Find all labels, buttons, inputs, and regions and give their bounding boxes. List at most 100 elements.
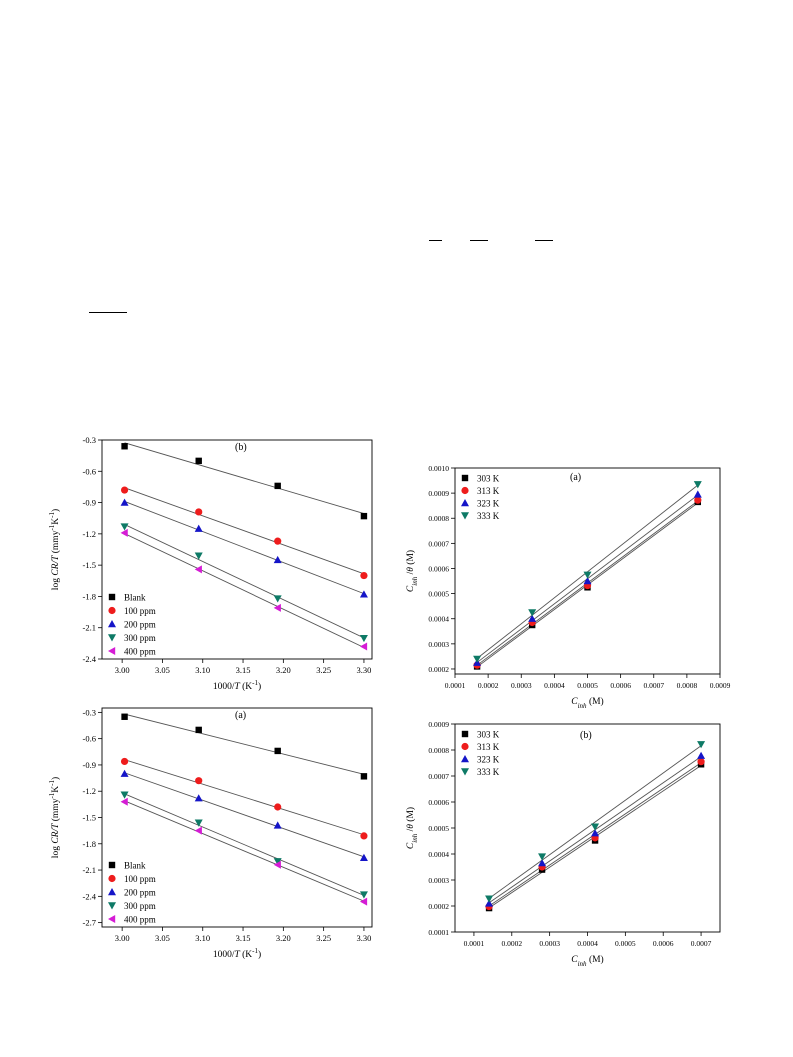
panel-label: (a): [235, 710, 246, 721]
legend-label: 333 K: [477, 511, 500, 521]
data-point: [697, 741, 706, 749]
y-tick-label: 0.0005: [428, 590, 449, 599]
y-tick-label: -1.5: [83, 560, 96, 570]
data-point: [120, 523, 129, 531]
data-point: [360, 773, 368, 780]
legend-marker: [108, 634, 116, 642]
data-point: [120, 797, 128, 806]
data-point: [273, 821, 282, 829]
y-axis-label: Cinh /θ (M): [405, 550, 419, 592]
data-point: [194, 552, 203, 560]
x-tick-label: 3.25: [316, 665, 331, 675]
data-point: [120, 757, 129, 766]
data-point: [583, 571, 592, 579]
data-point: [121, 713, 128, 720]
legend-marker: [108, 888, 116, 896]
legend-marker: [461, 512, 469, 520]
y-tick-label: -1.8: [83, 591, 96, 601]
legend-marker: [461, 742, 469, 751]
y-tick-label: 0.0008: [428, 514, 449, 523]
data-point: [121, 443, 128, 450]
legend-label: 100 ppm: [124, 874, 156, 884]
y-tick-label: 0.0009: [428, 489, 449, 498]
x-tick-label: 0.0007: [691, 939, 712, 948]
x-tick-label: 0.0004: [577, 939, 598, 948]
y-tick-label: 0.0002: [428, 665, 449, 674]
legend-marker: [461, 755, 469, 763]
data-point: [693, 481, 702, 489]
legend-marker: [461, 768, 469, 776]
x-tick-label: 3.20: [276, 665, 291, 675]
legend-label: 400 ppm: [124, 915, 156, 925]
data-point: [697, 751, 706, 759]
data-point: [274, 747, 281, 755]
legend-label: 303 K: [477, 474, 500, 484]
data-point: [194, 819, 203, 827]
fit-line: [124, 759, 365, 836]
x-tick-label: 0.0004: [544, 681, 565, 690]
y-tick-label: -0.9: [83, 760, 96, 770]
data-point: [273, 555, 282, 564]
legend-label: 100 ppm: [124, 606, 156, 616]
fit-line: [488, 745, 702, 899]
legend-marker: [108, 593, 116, 601]
legend-marker: [108, 861, 116, 869]
chart-b-right: 0.0001 0.0002 0.0003 0.0004 0.0005 0.0006 0.00…: [403, 716, 753, 972]
chart-b-left: 3.00 3.05 3.10 3.15 3.20 3.25 3.30 -0.3 -0.6 -0.9…: [40, 426, 385, 698]
fit-line: [124, 442, 365, 514]
chart-a-left: 3.00 3.05 3.10 3.15 3.20 3.25 3.30 -0.3 -0.6 -0.9…: [40, 700, 385, 962]
chart-a-right: 0.0001 0.0002 0.0003 0.0004 0.0005 0.0006 0.00…: [403, 458, 753, 713]
legend-label: 323 K: [477, 755, 500, 765]
legend-label: 313 K: [477, 742, 500, 752]
x-tick-label: 0.0001: [464, 939, 485, 948]
y-axis-label: log CR/T (mmy-1K-1): [48, 509, 61, 590]
y-tick-label: -2.1: [83, 865, 96, 875]
data-point: [359, 642, 368, 651]
data-point: [360, 832, 368, 840]
x-tick-label: 3.30: [357, 933, 372, 943]
chart-svg: 3.00 3.05 3.10 3.15 3.20 3.25 3.30 -0.3 -0.6 -0.9…: [48, 707, 373, 960]
legend-label: 323 K: [477, 499, 500, 509]
x-tick-label: 3.00: [115, 933, 130, 943]
x-tick-label: 0.0001: [445, 681, 466, 690]
x-axis-label: Cinh (M): [571, 696, 603, 710]
data-point: [194, 524, 203, 532]
x-tick-label: 0.0002: [501, 939, 522, 948]
fit-line: [124, 713, 365, 775]
data-point: [360, 512, 368, 520]
panel-label: (a): [570, 472, 581, 483]
data-point: [359, 853, 368, 861]
y-tick-label: 0.0007: [428, 772, 449, 781]
x-tick-label: 3.10: [195, 933, 210, 943]
y-tick-label: 0.0007: [428, 539, 449, 548]
data-point: [538, 853, 547, 861]
y-axis-label: log CR/T (mmy-1K-1): [48, 777, 61, 858]
legend-label: Blank: [124, 861, 146, 871]
fraction-bar: [89, 312, 127, 313]
data-point: [473, 655, 482, 663]
y-tick-label: -0.3: [83, 707, 96, 717]
x-axis-label: 1000/T (K-1): [213, 679, 261, 692]
legend-marker: [461, 474, 469, 482]
data-point: [120, 486, 129, 494]
x-tick-label: 3.25: [316, 933, 331, 943]
y-tick-label: -2.4: [83, 654, 97, 664]
fit-line: [124, 501, 365, 595]
data-point: [359, 891, 368, 899]
legend-label: 200 ppm: [124, 888, 156, 898]
data-point: [359, 634, 368, 643]
x-axis-label: Cinh (M): [571, 954, 603, 968]
y-tick-label: 0.0006: [428, 564, 449, 573]
chart-svg: 0.0001 0.0002 0.0003 0.0004 0.0005 0.0006 0.00…: [405, 464, 731, 710]
legend-marker: [461, 486, 469, 495]
data-point: [359, 897, 368, 906]
y-tick-label: 0.0005: [428, 824, 449, 833]
data-point: [120, 791, 129, 799]
data-point: [195, 457, 202, 465]
x-tick-label: 0.0008: [677, 681, 698, 690]
data-point: [195, 726, 202, 734]
x-tick-label: 3.05: [155, 665, 170, 675]
fit-line: [124, 800, 365, 902]
x-tick-label: 0.0006: [610, 681, 631, 690]
legend-label: 300 ppm: [124, 633, 156, 643]
